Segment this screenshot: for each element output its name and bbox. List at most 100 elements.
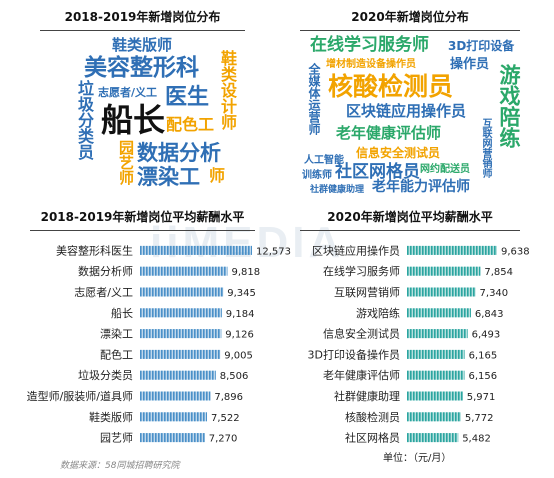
cloud-2018-title: 2018-2019年新增岗位分布 (64, 10, 221, 24)
value-label: 5,971 (467, 392, 496, 403)
cloud-word: 操作员 (450, 57, 490, 72)
cloud-word: 区块链应用操作员 (346, 102, 467, 120)
category-label: 园艺师 (100, 432, 133, 445)
category-label: 核酸检测员 (345, 410, 400, 424)
cloud-word: 核酸检测员 (328, 72, 454, 101)
cloud-word: 人工智能 (304, 155, 344, 166)
cloud-word: 鞋类设计师 (218, 50, 237, 130)
cloud-word: 老年健康评估师 (336, 124, 442, 142)
bar (407, 287, 476, 297)
title-rule (300, 30, 520, 31)
cloud-word: 数据分析 (137, 141, 221, 165)
bar (140, 349, 221, 359)
bar (140, 266, 228, 276)
salary-2020-title: 2020年新增岗位平均薪酬水平 (327, 210, 493, 224)
bar (140, 412, 208, 422)
bar (140, 433, 205, 443)
cloud-word: 鞋类版师 (112, 36, 173, 54)
value-label: 9,818 (231, 267, 260, 278)
value-label: 6,493 (472, 330, 501, 341)
category-label: 垃圾分类员 (78, 368, 133, 382)
category-label: 区块链应用操作员 (312, 243, 400, 257)
title-rule (30, 230, 255, 231)
cloud-word: 在线学习服务师 (310, 35, 429, 55)
cloud-word: 增材制造设备操作员 (326, 59, 416, 70)
bar (140, 391, 211, 401)
value-label: 7,522 (211, 413, 240, 424)
salary-chart-2018: 美容整形科医生 12,573 数据分析师 9,818 志愿者/义工 9,345 船长 9,18… (27, 243, 291, 445)
value-label: 7,340 (480, 288, 509, 299)
category-label: 社群健康助理 (334, 389, 400, 403)
category-label: 志愿者/义工 (74, 286, 133, 299)
bar (407, 412, 461, 422)
cloud-word: 网约配送员 (420, 164, 470, 175)
category-label: 游戏陪练 (356, 306, 400, 320)
cloud-word: 志愿者/义工 (98, 86, 158, 99)
value-label: 7,896 (214, 392, 243, 403)
watermark: iiMEDIA (150, 218, 345, 267)
cloud-word: 配色工 (166, 115, 215, 134)
title-rule (300, 230, 520, 231)
cloud-word: 园艺师 (117, 140, 135, 185)
cloud-word: 老年能力评估师 (372, 179, 470, 195)
value-label: 5,772 (465, 413, 494, 424)
bar (407, 245, 497, 255)
cloud-word: 训练师 (302, 170, 332, 181)
value-label: 7,854 (484, 267, 513, 278)
bar (140, 370, 216, 380)
category-label: 造型师/服装师/道具师 (27, 389, 133, 403)
value-label: 8,506 (220, 371, 249, 382)
cloud-word: 3D打印设备 (448, 39, 515, 53)
value-label: 9,638 (501, 246, 530, 257)
salary-2018-title: 2018-2019年新增岗位平均薪酬水平 (40, 210, 245, 224)
salary-chart-2020: 区块链应用操作员 9,638 在线学习服务师 7,854 互联网营销师 7,340 游戏陪练… (308, 243, 530, 445)
cloud-word: 垃圾分类员 (75, 80, 94, 160)
cloud-word: 师 (209, 166, 226, 185)
category-label: 船长 (111, 306, 133, 320)
category-label: 信息安全测试员 (323, 327, 400, 341)
cloud-2020-title: 2020年新增岗位分布 (351, 10, 469, 24)
bar (407, 329, 468, 339)
cloud-word: 漂染工 (137, 165, 200, 189)
bar (407, 349, 465, 359)
value-label: 6,156 (468, 371, 497, 382)
cloud-word: 全媒体运营师 (307, 63, 321, 135)
category-label: 在线学习服务师 (323, 264, 400, 278)
source-note: 数据来源：58同城招聘研究院 (60, 461, 180, 471)
category-label: 3D打印设备操作员 (308, 347, 400, 361)
cloud-word: 互联网营销师 (480, 118, 491, 178)
category-label: 美容整形科医生 (56, 243, 133, 257)
bar (407, 370, 465, 380)
bar (407, 266, 481, 276)
value-label: 12,573 (256, 246, 291, 257)
bar (407, 391, 463, 401)
value-label: 5,482 (462, 434, 491, 445)
value-label: 6,843 (475, 309, 504, 320)
category-label: 互联网营销师 (334, 285, 400, 299)
category-label: 配色工 (100, 347, 133, 361)
value-label: 9,005 (224, 350, 253, 361)
cloud-word: 船长 (101, 101, 166, 139)
cloud-word: 社群健康助理 (310, 185, 365, 195)
bar (407, 308, 471, 318)
category-label: 社区网格员 (345, 431, 400, 445)
cloud-word: 社区网格员 (335, 162, 420, 182)
title-rule (40, 30, 245, 31)
value-label: 9,345 (227, 288, 256, 299)
cloud-word: 信息安全测试员 (356, 146, 441, 160)
bar (140, 329, 222, 339)
category-label: 漂染工 (100, 327, 133, 341)
bar (140, 308, 222, 318)
value-label: 6,165 (469, 350, 498, 361)
cloud-word: 美容整形科 (84, 55, 199, 81)
bar (140, 245, 252, 255)
category-label: 老年健康评估师 (323, 368, 400, 382)
bar (140, 287, 224, 297)
value-label: 9,126 (225, 330, 254, 341)
value-label: 9,184 (226, 309, 255, 320)
unit-note: 单位：（元/月） (383, 453, 452, 464)
value-label: 7,270 (209, 434, 238, 445)
category-label: 鞋类版师 (89, 410, 133, 424)
cloud-word: 医生 (165, 85, 210, 110)
cloud-word: 游戏陪练 (497, 64, 521, 148)
